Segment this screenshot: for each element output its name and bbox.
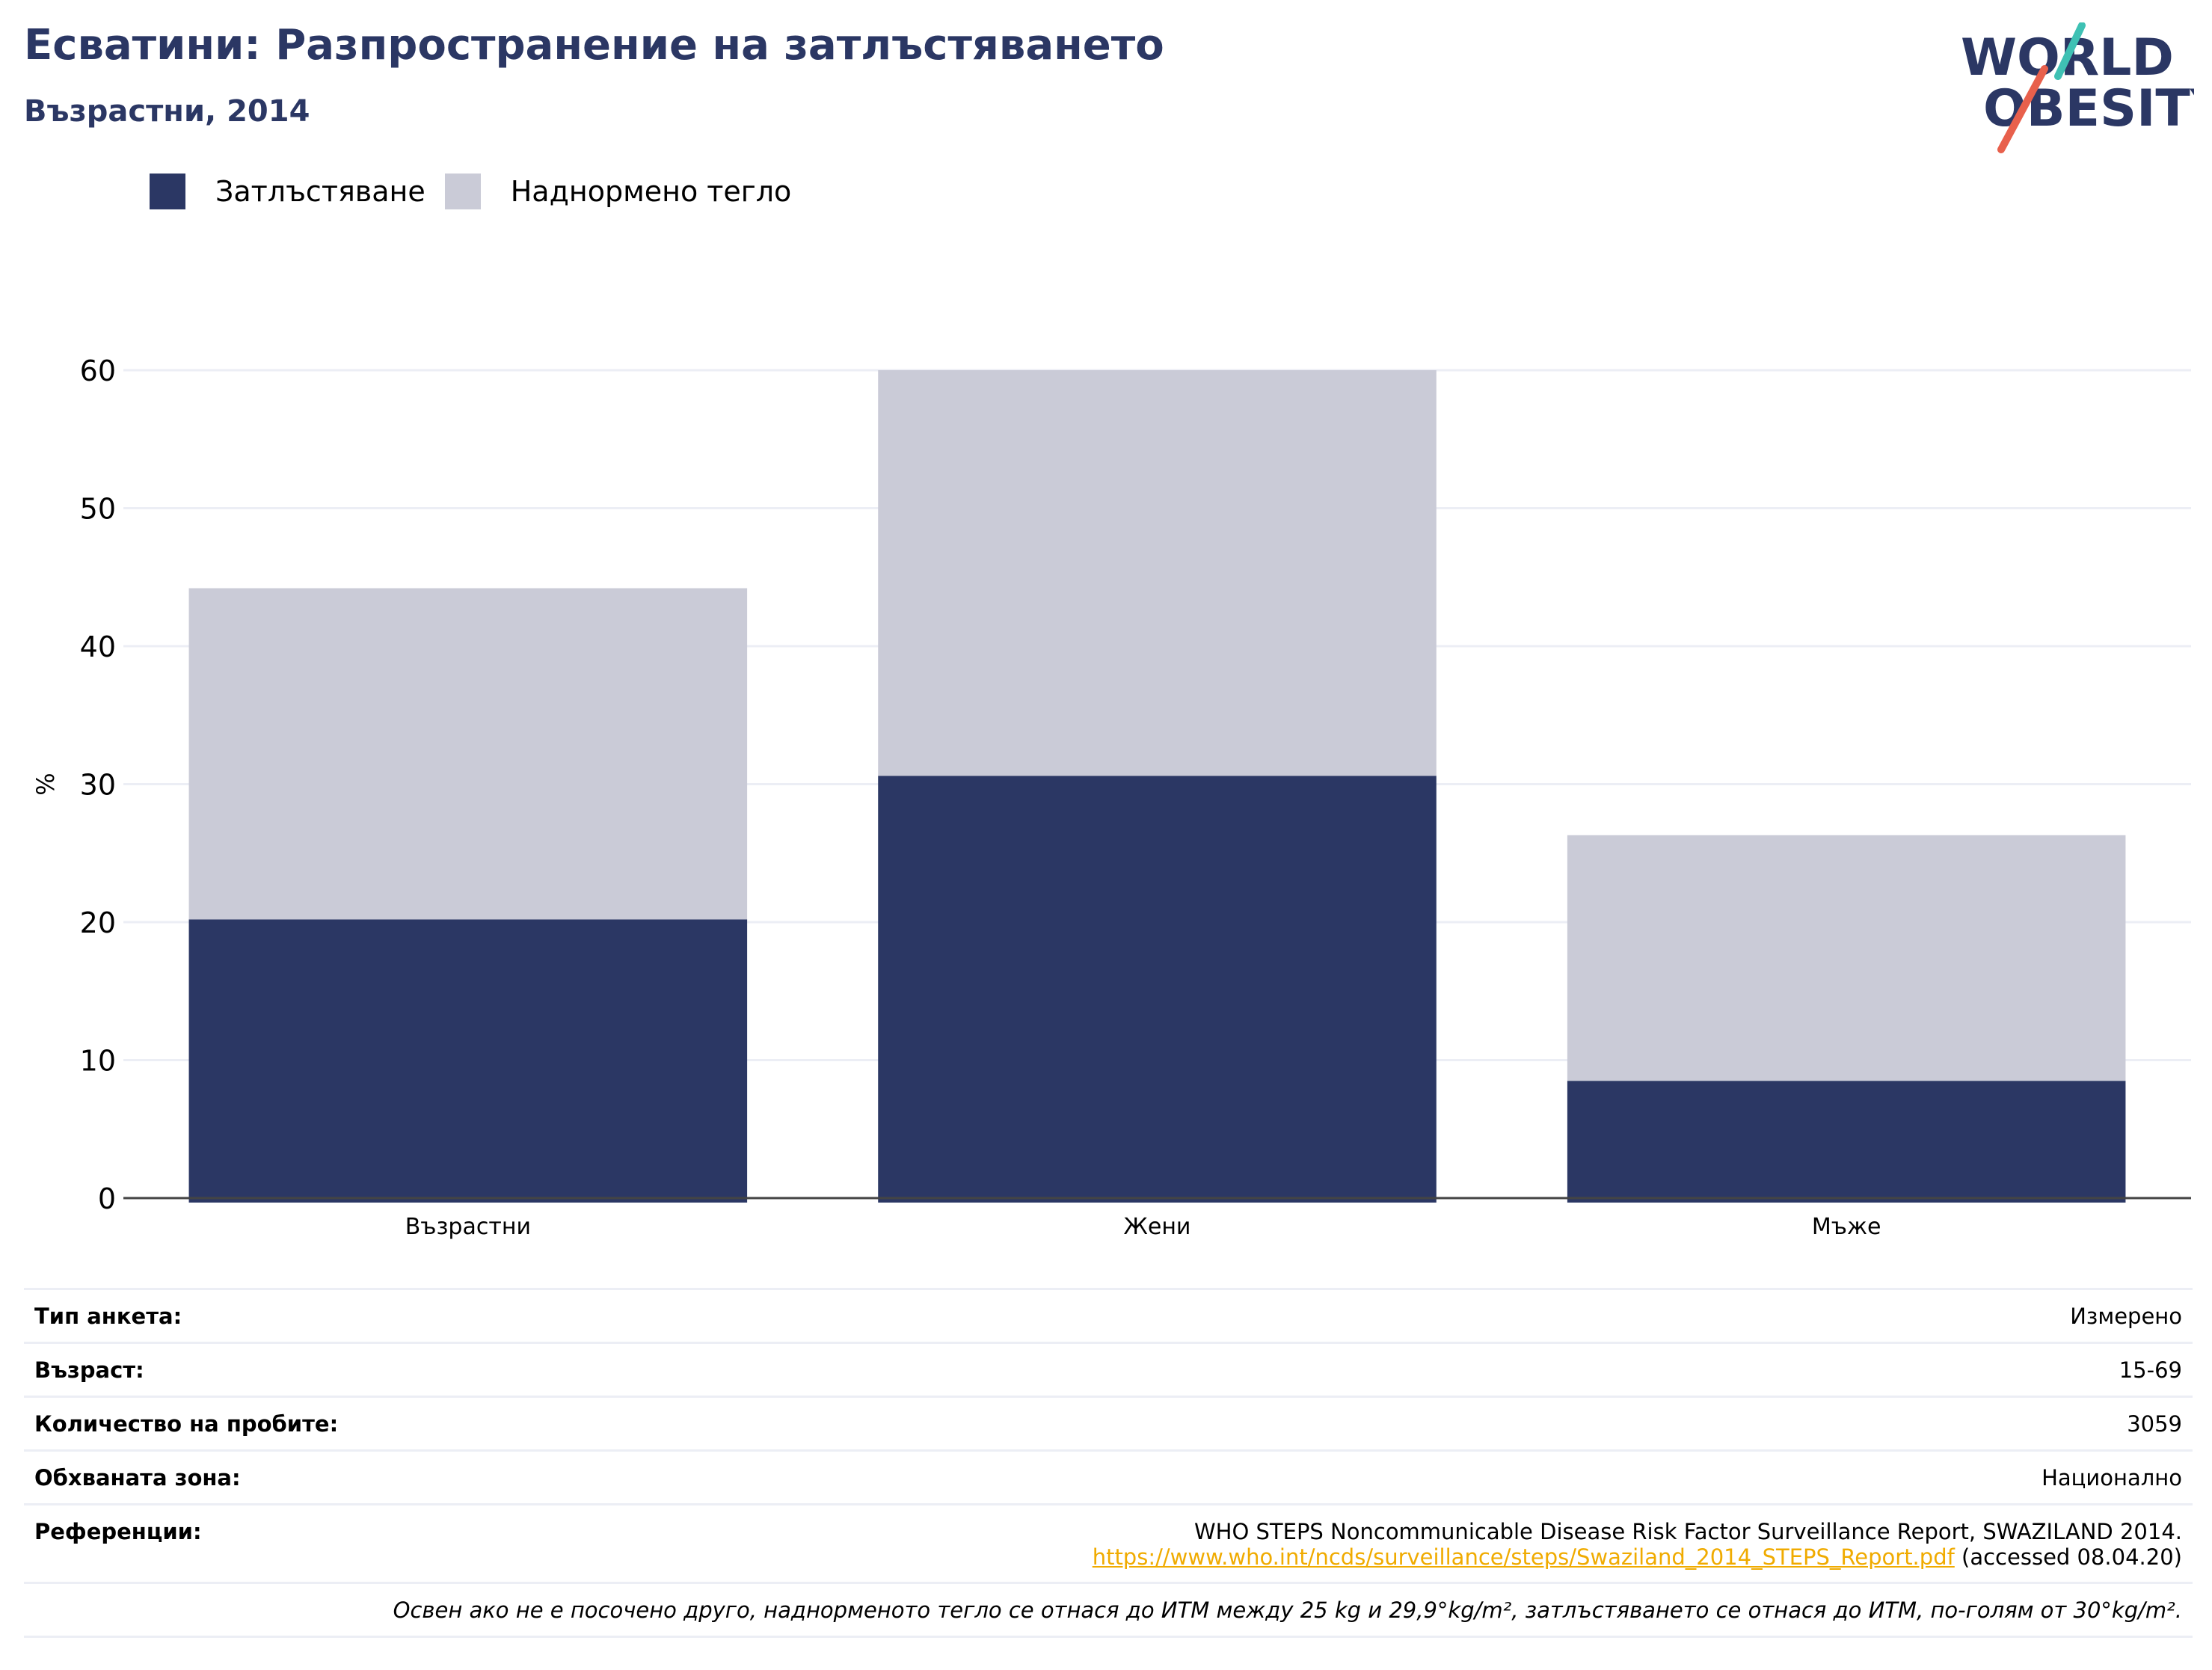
chart-title: Есватини: Разпространение на затлъстяван… <box>24 21 1164 70</box>
legend-swatch-overweight <box>444 174 481 209</box>
bar-chart: 0 10 20 30 40 50 60% Възрастни Жени Мъже <box>31 354 2191 1240</box>
x-tick-label: Жени <box>1124 1214 1191 1240</box>
info-table: Тип анкета: Измерено Възраст: 15-69 Коли… <box>24 1288 2193 1638</box>
info-value-references: WHO STEPS Noncommunicable Disease Risk F… <box>514 1503 2193 1583</box>
legend-item-obesity[interactable]: Затлъстяване <box>150 174 425 209</box>
info-row-note: Освен ако не е посочено друго, наднормен… <box>24 1582 2193 1638</box>
reference-accessed: (accessed 08.04.20) <box>1954 1544 2182 1570</box>
bar-overweight <box>188 588 748 920</box>
y-tick-label: 30 <box>80 769 116 802</box>
info-key-survey-type: Тип анкета: <box>24 1288 514 1343</box>
chart-subtitle: Възрастни, 2014 <box>24 94 310 129</box>
info-value-survey-type: Измерено <box>514 1288 2193 1343</box>
info-value-coverage: Национално <box>514 1449 2193 1505</box>
info-key-references: Референции: <box>24 1503 514 1583</box>
chart-legend: Затлъстяване Наднормено тегло <box>150 174 811 209</box>
info-value-age: 15-69 <box>514 1342 2193 1397</box>
info-key-sample-size: Количество на пробите: <box>24 1396 514 1451</box>
info-row-references: Референции: WHO STEPS Noncommunicable Di… <box>24 1503 2193 1583</box>
y-tick-label: 20 <box>80 906 116 939</box>
info-row: Възраст: 15-69 <box>24 1342 2193 1397</box>
legend-label-obesity: Затлъстяване <box>215 175 425 208</box>
info-key-coverage: Обхваната зона: <box>24 1449 514 1505</box>
y-tick-label: 60 <box>80 354 116 387</box>
world-obesity-logo: WORLD OBESITY <box>1955 22 2212 157</box>
info-value-sample-size: 3059 <box>514 1396 2193 1451</box>
logo-slash-red <box>1997 65 2048 153</box>
bar-obesity <box>878 776 1437 1203</box>
y-tick-label: 50 <box>80 493 116 526</box>
y-tick-label: 0 <box>98 1182 116 1215</box>
legend-label-overweight: Наднормено тегло <box>510 175 792 208</box>
logo-slash-teal <box>2054 22 2086 80</box>
bar-overweight <box>1567 835 2126 1081</box>
y-axis-label: % <box>31 773 60 795</box>
y-tick-label: 40 <box>80 630 116 663</box>
info-row: Обхваната зона: Национално <box>24 1449 2193 1505</box>
reference-link[interactable]: https://www.who.int/ncds/surveillance/st… <box>1092 1544 1955 1570</box>
bar-overweight <box>878 370 1437 776</box>
info-key-age: Възраст: <box>24 1342 514 1397</box>
bar-obesity <box>1567 1081 2126 1203</box>
info-row: Количество на пробите: 3059 <box>24 1396 2193 1451</box>
legend-item-overweight[interactable]: Наднормено тегло <box>444 174 792 209</box>
legend-swatch-obesity <box>150 174 185 209</box>
definition-note: Освен ако не е посочено друго, наднормен… <box>24 1582 2193 1638</box>
info-row: Тип анкета: Измерено <box>24 1288 2193 1343</box>
reference-text: WHO STEPS Noncommunicable Disease Risk F… <box>1193 1519 2182 1544</box>
x-tick-label: Мъже <box>1812 1214 1881 1240</box>
bar-obesity <box>188 919 748 1203</box>
x-tick-label: Възрастни <box>405 1214 531 1240</box>
y-tick-label: 10 <box>80 1045 116 1078</box>
